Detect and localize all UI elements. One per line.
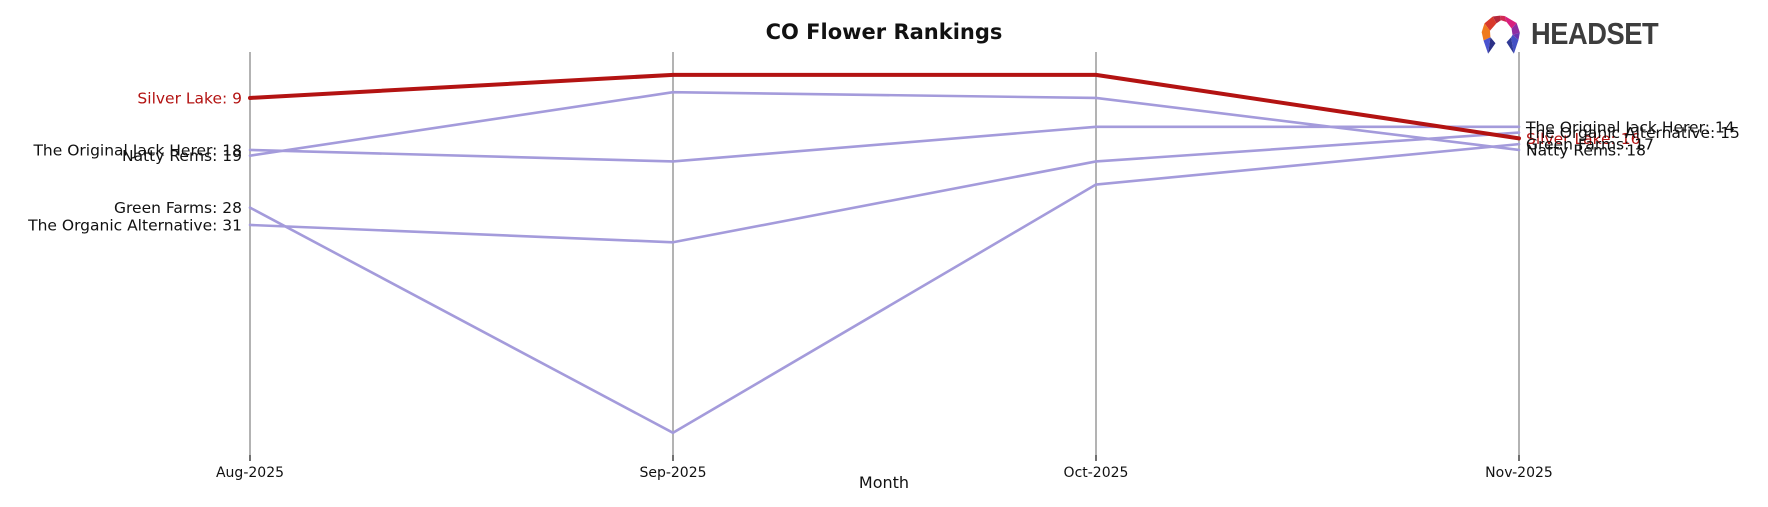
- headset-logo-icon: [1482, 15, 1521, 54]
- headset-logo-text: HEADSET: [1531, 16, 1659, 51]
- series-line: [248, 125, 1521, 163]
- headset-logo: HEADSET: [1478, 10, 1676, 58]
- series-left-label: The Original Jack Herer: 18: [32, 141, 242, 159]
- series-line: [248, 90, 1521, 157]
- x-tick-label: Aug-2025: [216, 465, 284, 481]
- series-left-label: The Organic Alternative: 31: [27, 216, 242, 234]
- series-line: [248, 142, 1521, 435]
- x-tick-label: Oct-2025: [1064, 465, 1129, 481]
- x-tick-label: Nov-2025: [1485, 465, 1553, 481]
- chart-title: CO Flower Rankings: [765, 20, 1003, 44]
- series-line: [248, 131, 1521, 244]
- x-tick-label: Sep-2025: [639, 465, 706, 481]
- series-right-label: The Organic Alternative: 15: [1525, 124, 1740, 142]
- series-left-label: Green Farms: 28: [114, 199, 242, 217]
- series-right-label: The Original Jack Herer: 14: [1525, 118, 1735, 136]
- series-left-label: Natty Rems: 19: [122, 147, 242, 165]
- series-line: [248, 72, 1521, 141]
- series-right-label: Green Farms: 17: [1526, 136, 1654, 154]
- series-right-label: Natty Rems: 18: [1526, 141, 1646, 159]
- series-right-label: Silver Lake: 16: [1526, 130, 1640, 148]
- series-left-label: Silver Lake: 9: [137, 89, 242, 107]
- x-axis-label: Month: [858, 473, 910, 492]
